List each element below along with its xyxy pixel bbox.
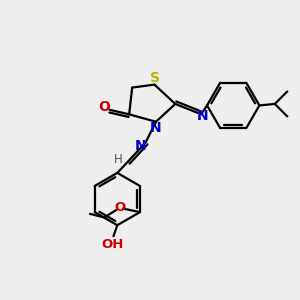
Text: N: N — [197, 109, 209, 123]
Text: OH: OH — [102, 238, 124, 251]
Text: N: N — [150, 121, 162, 135]
Text: O: O — [114, 201, 126, 214]
Text: N: N — [134, 139, 146, 152]
Text: S: S — [150, 71, 160, 85]
Text: O: O — [98, 100, 110, 115]
Text: H: H — [114, 153, 123, 166]
